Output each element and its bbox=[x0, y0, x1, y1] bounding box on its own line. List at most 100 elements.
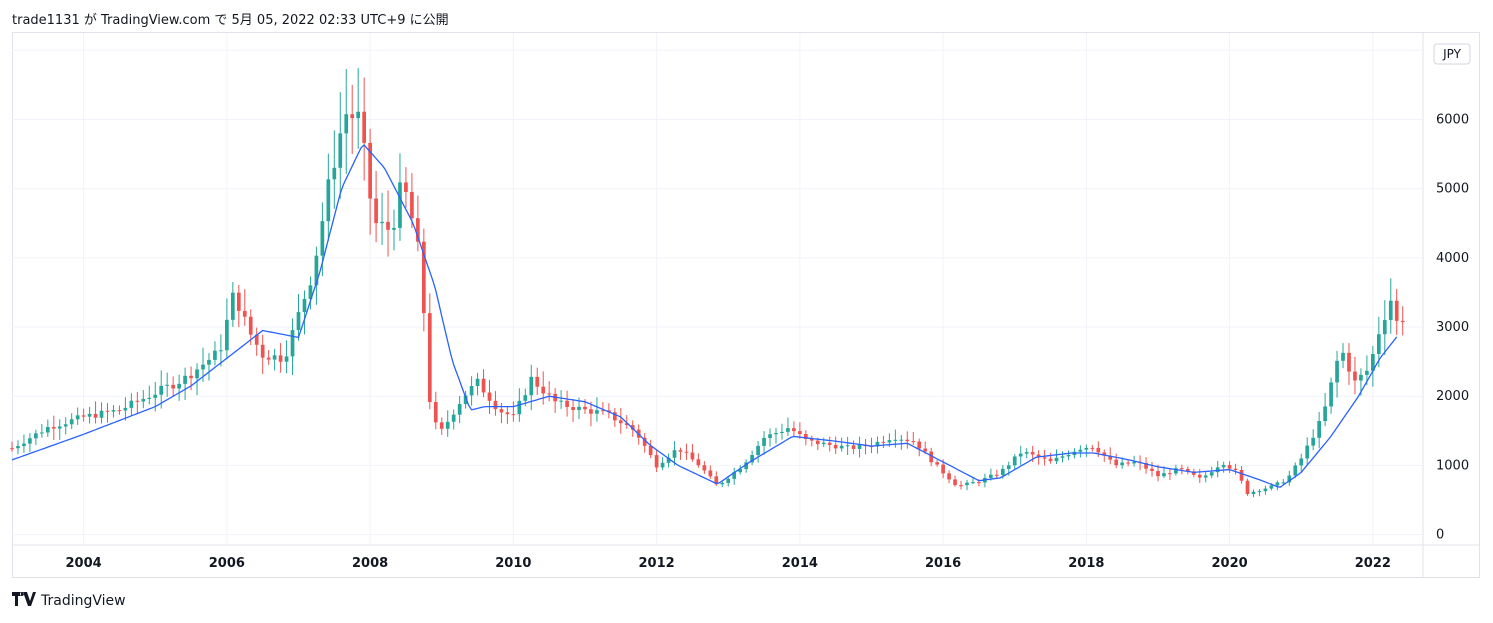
candle-up[interactable] bbox=[1066, 455, 1071, 457]
candle-down[interactable] bbox=[499, 409, 504, 413]
candle-up[interactable] bbox=[1287, 475, 1292, 483]
candle-down[interactable] bbox=[362, 111, 367, 143]
candle-up[interactable] bbox=[230, 292, 235, 320]
candle-down[interactable] bbox=[386, 221, 390, 230]
candle-down[interactable] bbox=[642, 437, 647, 446]
candle-up[interactable] bbox=[1376, 334, 1381, 355]
candle-up[interactable] bbox=[845, 445, 850, 447]
candle-up[interactable] bbox=[451, 414, 456, 422]
candle-up[interactable] bbox=[1299, 458, 1304, 466]
candle-down[interactable] bbox=[589, 409, 593, 414]
candle-up[interactable] bbox=[1382, 320, 1387, 335]
candle-up[interactable] bbox=[129, 400, 134, 408]
candle-down[interactable] bbox=[51, 426, 56, 429]
candle-down[interactable] bbox=[977, 482, 981, 484]
candle-down[interactable] bbox=[1114, 459, 1119, 466]
candle-up[interactable] bbox=[1251, 491, 1256, 495]
candle-up[interactable] bbox=[1054, 457, 1059, 462]
candle-up[interactable] bbox=[1162, 473, 1166, 477]
candle-down[interactable] bbox=[10, 448, 14, 450]
candle-down[interactable] bbox=[410, 191, 414, 219]
candle-up[interactable] bbox=[296, 312, 301, 331]
candle-down[interactable] bbox=[93, 413, 98, 418]
candle-up[interactable] bbox=[1006, 465, 1011, 469]
candle-up[interactable] bbox=[356, 111, 361, 119]
candle-up[interactable] bbox=[666, 457, 671, 463]
candle-up[interactable] bbox=[786, 428, 790, 432]
candle-up[interactable] bbox=[332, 167, 337, 180]
candle-up[interactable] bbox=[195, 369, 199, 379]
candle-up[interactable] bbox=[159, 385, 164, 395]
candle-down[interactable] bbox=[1347, 352, 1351, 372]
candle-up[interactable] bbox=[893, 439, 898, 441]
candle-down[interactable] bbox=[171, 384, 176, 389]
moving-average-line[interactable] bbox=[11, 144, 1398, 488]
candle-down[interactable] bbox=[959, 485, 963, 487]
candle-up[interactable] bbox=[16, 446, 20, 449]
candle-down[interactable] bbox=[1245, 480, 1250, 495]
candle-up[interactable] bbox=[1341, 352, 1345, 361]
candle-up[interactable] bbox=[1203, 475, 1208, 478]
candle-up[interactable] bbox=[147, 397, 152, 399]
candle-down[interactable] bbox=[612, 412, 617, 421]
candle-up[interactable] bbox=[99, 410, 104, 418]
candle-up[interactable] bbox=[469, 386, 474, 396]
candle-up[interactable] bbox=[523, 395, 528, 401]
candle-down[interactable] bbox=[1233, 468, 1238, 470]
candle-down[interactable] bbox=[1102, 452, 1107, 456]
candle-up[interactable] bbox=[308, 285, 313, 299]
candle-up[interactable] bbox=[398, 182, 402, 228]
candle-up[interactable] bbox=[165, 384, 170, 386]
candle-down[interactable] bbox=[416, 218, 420, 242]
candle-up[interactable] bbox=[1174, 468, 1178, 474]
candle-up[interactable] bbox=[1257, 491, 1262, 493]
candle-up[interactable] bbox=[1120, 462, 1125, 466]
candle-down[interactable] bbox=[117, 410, 122, 412]
candle-down[interactable] bbox=[1394, 300, 1399, 321]
candle-up[interactable] bbox=[732, 472, 737, 479]
candle-up[interactable] bbox=[39, 432, 44, 434]
candle-down[interactable] bbox=[678, 450, 683, 452]
candle-down[interactable] bbox=[684, 451, 689, 453]
candle-down[interactable] bbox=[81, 415, 86, 417]
candle-down[interactable] bbox=[1168, 473, 1172, 475]
candle-down[interactable] bbox=[923, 448, 928, 452]
candle-down[interactable] bbox=[511, 414, 516, 416]
candle-up[interactable] bbox=[445, 421, 450, 429]
candle-up[interactable] bbox=[326, 179, 331, 222]
candle-up[interactable] bbox=[839, 445, 844, 449]
candle-down[interactable] bbox=[630, 425, 635, 430]
candle-up[interactable] bbox=[302, 298, 307, 313]
candle-up[interactable] bbox=[290, 330, 295, 357]
candle-down[interactable] bbox=[583, 406, 587, 410]
candle-up[interactable] bbox=[1275, 482, 1280, 486]
candle-up[interactable] bbox=[720, 483, 725, 485]
candle-up[interactable] bbox=[857, 444, 862, 449]
candle-down[interactable] bbox=[189, 375, 193, 379]
candle-up[interactable] bbox=[380, 221, 384, 224]
candle-down[interactable] bbox=[439, 422, 444, 429]
candle-down[interactable] bbox=[481, 378, 486, 393]
candle-down[interactable] bbox=[260, 344, 265, 358]
candle-up[interactable] bbox=[887, 440, 892, 443]
candle-up[interactable] bbox=[762, 437, 766, 446]
candle-down[interactable] bbox=[236, 292, 241, 311]
candle-up[interactable] bbox=[75, 415, 80, 420]
candle-up[interactable] bbox=[660, 462, 665, 468]
candle-down[interactable] bbox=[803, 434, 808, 440]
candle-up[interactable] bbox=[529, 376, 534, 396]
candle-up[interactable] bbox=[744, 462, 749, 470]
candle-down[interactable] bbox=[565, 400, 569, 408]
candle-up[interactable] bbox=[899, 439, 904, 441]
candle-down[interactable] bbox=[1108, 455, 1113, 460]
candle-up[interactable] bbox=[559, 400, 563, 402]
candle-up[interactable] bbox=[392, 227, 396, 230]
candle-down[interactable] bbox=[714, 476, 719, 485]
candle-up[interactable] bbox=[1263, 488, 1268, 492]
candle-up[interactable] bbox=[1365, 370, 1369, 375]
candle-down[interactable] bbox=[1180, 468, 1184, 470]
candle-down[interactable] bbox=[266, 357, 271, 360]
candle-up[interactable] bbox=[272, 355, 277, 360]
candle-down[interactable] bbox=[1197, 474, 1202, 478]
candle-up[interactable] bbox=[475, 378, 480, 387]
